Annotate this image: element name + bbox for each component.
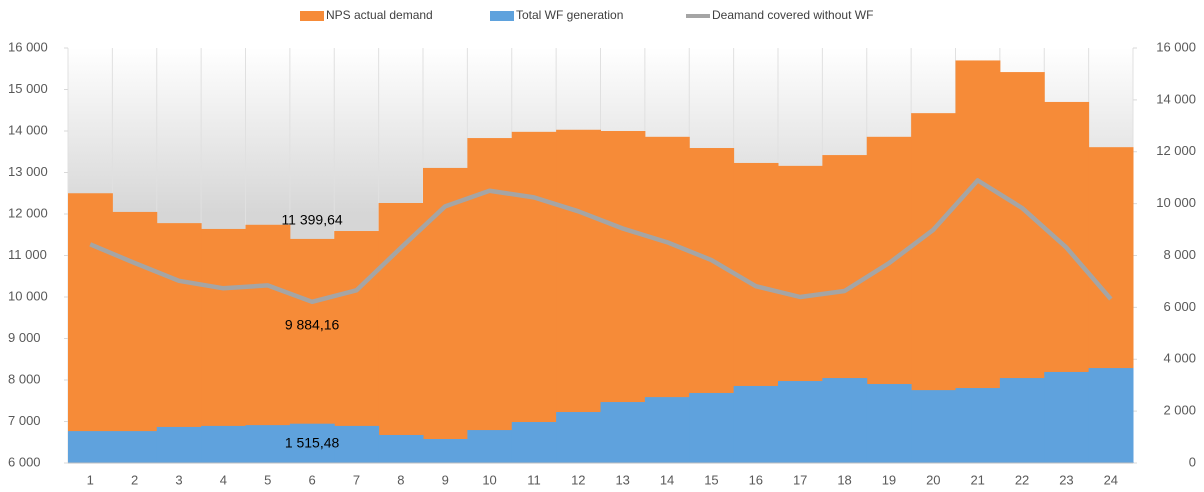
x-tick-label: 9: [442, 472, 449, 487]
legend-swatch: [490, 11, 514, 21]
bar: [955, 388, 1001, 463]
bar: [778, 381, 823, 463]
data-label: 1 515,48: [285, 434, 340, 450]
bar: [201, 228, 246, 463]
bar: [911, 390, 956, 463]
legend-label: Deamand covered without WF: [712, 8, 873, 22]
bar: [600, 402, 646, 463]
legend-label: Total WF generation: [516, 8, 623, 22]
y2-tick-label: 4 000: [1163, 351, 1196, 366]
bar: [201, 425, 246, 463]
bar: [423, 167, 468, 463]
y-tick-label: 14 000: [8, 122, 48, 137]
x-tick-label: 21: [970, 472, 984, 487]
y2-tick-label: 10 000: [1156, 195, 1196, 210]
bar: [467, 430, 513, 463]
x-tick-label: 15: [704, 472, 718, 487]
y-tick-label: 15 000: [8, 81, 48, 96]
y-tick-label: 6 000: [8, 454, 41, 469]
bar: [644, 397, 690, 463]
x-tick-label: 23: [1059, 472, 1073, 487]
x-tick-label: 14: [660, 472, 674, 487]
bar: [423, 439, 468, 463]
bar: [378, 203, 424, 463]
bar: [822, 378, 868, 463]
y-tick-label: 12 000: [8, 205, 48, 220]
y-tick-label: 13 000: [8, 164, 48, 179]
bar: [289, 423, 335, 463]
bar: [156, 426, 202, 463]
y-tick-label: 16 000: [8, 39, 48, 54]
bar: [689, 392, 735, 463]
data-label: 9 884,16: [285, 317, 340, 333]
x-tick-label: 4: [220, 472, 227, 487]
x-tick-label: 13: [615, 472, 629, 487]
bar: [1044, 371, 1090, 463]
y2-tick-label: 14 000: [1156, 91, 1196, 106]
y-tick-label: 11 000: [8, 247, 47, 262]
x-tick-label: 19: [882, 472, 896, 487]
x-tick-label: 16: [749, 472, 763, 487]
legend-label: NPS actual demand: [326, 8, 433, 22]
x-tick-label: 7: [353, 472, 360, 487]
y2-tick-label: 8 000: [1163, 247, 1196, 262]
bar: [511, 422, 557, 463]
x-tick-label: 8: [397, 472, 404, 487]
y-tick-label: 7 000: [8, 413, 41, 428]
bar: [556, 129, 601, 463]
x-tick-label: 17: [793, 472, 807, 487]
bar: [1088, 368, 1134, 463]
bar: [334, 231, 380, 463]
y2-tick-label: 6 000: [1163, 299, 1196, 314]
x-tick-label: 12: [571, 472, 585, 487]
y2-tick-label: 0: [1189, 454, 1196, 469]
bar: [378, 434, 424, 463]
bar: [556, 412, 601, 463]
legend-swatch: [300, 11, 324, 21]
bar: [156, 223, 202, 463]
x-tick-label: 18: [837, 472, 851, 487]
x-tick-label: 11: [527, 472, 541, 487]
y-tick-label: 10 000: [8, 288, 48, 303]
y-tick-label: 9 000: [8, 330, 41, 345]
data-label: 11 399,64: [281, 212, 342, 228]
x-tick-label: 6: [308, 472, 315, 487]
y2-tick-label: 2 000: [1163, 403, 1196, 418]
x-tick-label: 2: [131, 472, 138, 487]
bar: [112, 431, 158, 463]
bar: [467, 138, 513, 463]
x-tick-label: 1: [87, 472, 94, 487]
bar: [245, 425, 291, 463]
bar: [245, 224, 291, 463]
bar: [112, 211, 158, 463]
x-tick-label: 3: [175, 472, 182, 487]
bar: [511, 131, 557, 463]
bar: [68, 193, 113, 463]
bar: [68, 431, 113, 463]
line: [89, 178, 1113, 305]
bar: [999, 378, 1045, 463]
x-tick-label: 10: [482, 472, 496, 487]
x-tick-label: 22: [1015, 472, 1029, 487]
y2-tick-label: 16 000: [1156, 39, 1196, 54]
y-tick-label: 8 000: [8, 371, 41, 386]
x-tick-label: 24: [1104, 472, 1118, 487]
y2-tick-label: 12 000: [1156, 143, 1196, 158]
bar: [334, 425, 380, 463]
x-tick-label: 5: [264, 472, 271, 487]
x-tick-label: 20: [926, 472, 940, 487]
bar: [866, 384, 912, 463]
bar: [733, 385, 779, 463]
